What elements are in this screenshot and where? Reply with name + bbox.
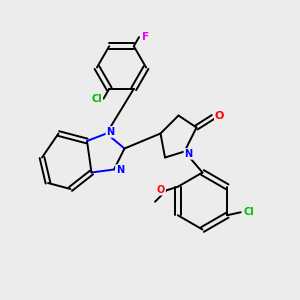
Text: N: N	[184, 149, 193, 159]
Text: O: O	[157, 185, 165, 195]
Text: N: N	[116, 165, 124, 175]
Text: Cl: Cl	[243, 207, 254, 217]
Text: N: N	[106, 127, 115, 137]
Text: F: F	[142, 32, 149, 42]
Text: O: O	[215, 110, 224, 121]
Text: Cl: Cl	[92, 94, 102, 104]
